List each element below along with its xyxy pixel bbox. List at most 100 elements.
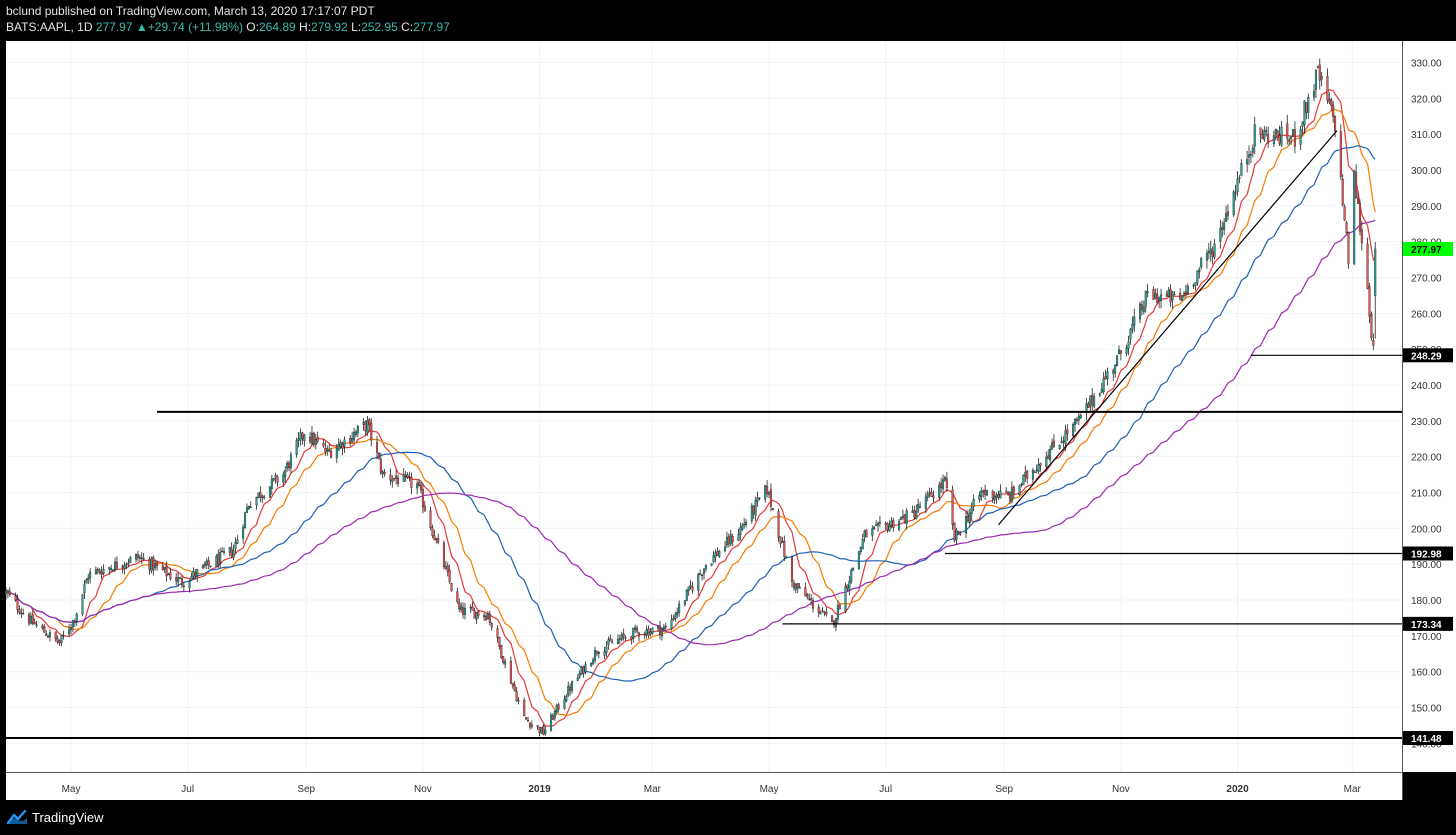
- candle-body: [201, 565, 204, 569]
- candle-body: [678, 603, 681, 613]
- candle-body: [1052, 440, 1055, 448]
- candle-body: [433, 535, 436, 541]
- candle-body: [299, 432, 302, 441]
- candle-body: [402, 474, 405, 482]
- candle-body: [1345, 222, 1348, 234]
- price-level-badge: [1403, 546, 1453, 561]
- candle-body: [1142, 307, 1145, 312]
- candle-body: [1133, 316, 1136, 326]
- candle-body: [1221, 226, 1224, 230]
- candle-body: [423, 505, 426, 512]
- candle-body: [381, 471, 384, 475]
- candle-body: [1024, 472, 1027, 477]
- candle-body: [249, 506, 252, 508]
- candle-body: [16, 599, 19, 610]
- candle-body: [54, 631, 57, 640]
- candle-body: [540, 727, 543, 734]
- candle-body: [47, 636, 50, 638]
- x-tick-label: 2019: [528, 784, 551, 795]
- candle-body: [1225, 213, 1228, 222]
- candle-body: [972, 499, 975, 507]
- candle-body: [1112, 370, 1115, 374]
- open-value: 264.89: [258, 20, 296, 34]
- price-axis[interactable]: [1403, 41, 1456, 772]
- plot-area[interactable]: [6, 41, 1402, 772]
- x-tick-label: Jul: [181, 784, 194, 795]
- candle-body: [915, 510, 918, 519]
- candle-body: [1116, 355, 1119, 367]
- candle-body: [129, 557, 132, 563]
- candle-body: [418, 482, 421, 486]
- candle-body: [45, 633, 48, 636]
- candle-body: [1051, 442, 1054, 450]
- candle-body: [530, 724, 533, 727]
- candle-body: [83, 584, 86, 594]
- candle-body: [1154, 293, 1157, 299]
- candle-body: [73, 621, 76, 623]
- candle-body: [890, 520, 893, 526]
- drawn-lines[interactable]: [6, 130, 1402, 740]
- candle-body: [542, 725, 545, 735]
- price-chart[interactable]: 140.00150.00160.00170.00180.00190.00200.…: [0, 40, 1456, 800]
- candle-body: [838, 604, 841, 610]
- candle-body: [766, 486, 769, 494]
- tradingview-logo-icon[interactable]: [6, 809, 28, 825]
- candle-body: [1079, 415, 1082, 419]
- y-tick-label: 300.00: [1411, 166, 1442, 177]
- candle-body: [919, 506, 922, 508]
- candle-body: [968, 512, 971, 524]
- candle-body: [1303, 100, 1306, 125]
- candle-body: [689, 585, 692, 588]
- candle-body: [831, 615, 834, 623]
- candle-body: [270, 478, 273, 489]
- y-tick-label: 160.00: [1411, 668, 1442, 679]
- candle-body: [6, 590, 9, 594]
- candle-body: [70, 627, 73, 630]
- candle-body: [1238, 177, 1241, 179]
- candle-body: [953, 522, 956, 541]
- candle-body: [986, 490, 989, 496]
- time-axis[interactable]: [6, 773, 1402, 800]
- candle-body: [1010, 487, 1013, 502]
- candle-body: [167, 573, 170, 576]
- candle-body: [1018, 485, 1021, 496]
- candle-body: [502, 656, 505, 663]
- candle-body: [991, 491, 994, 499]
- candle-body: [859, 547, 862, 552]
- candle-body: [1328, 99, 1331, 103]
- candle-body: [1339, 131, 1342, 177]
- candle-body: [142, 558, 145, 560]
- publisher-line: bclund published on TradingView.com, Mar…: [6, 4, 375, 18]
- candle-body: [1334, 115, 1337, 132]
- candle-body: [463, 607, 466, 615]
- symbol-label[interactable]: BATS:AAPL, 1D: [6, 20, 93, 34]
- candle-body: [1343, 206, 1346, 221]
- candle-body: [41, 625, 44, 629]
- candle-body: [469, 607, 472, 609]
- x-axis-ticks: May Jul Sep Nov 2019 Mar May Jul Sep Nov 2020 Mar: [62, 784, 1362, 795]
- candle-body: [785, 557, 788, 559]
- candle-body: [232, 550, 235, 558]
- candle-body: [873, 526, 876, 530]
- candle-body: [1129, 329, 1132, 340]
- candle-body: [406, 474, 409, 478]
- candle-body: [71, 620, 74, 628]
- candle-body: [699, 573, 702, 575]
- y-tick-label: 330.00: [1411, 59, 1442, 70]
- candle-body: [255, 496, 258, 506]
- candle-body: [792, 582, 795, 589]
- candle-body: [620, 634, 623, 640]
- candle-body: [337, 444, 340, 451]
- candle-body: [1098, 393, 1101, 396]
- candle-body: [1272, 135, 1275, 145]
- candle-body: [500, 645, 503, 658]
- tradingview-brand[interactable]: TradingView: [32, 810, 104, 825]
- price-level-badge: [1403, 348, 1453, 363]
- y-tick-label: 240.00: [1411, 381, 1442, 392]
- candle-body: [1117, 349, 1120, 355]
- candle-body: [674, 614, 677, 619]
- candle-body: [739, 527, 742, 535]
- candle-body: [1087, 403, 1090, 408]
- candle-body: [557, 704, 560, 710]
- candle-body: [850, 570, 853, 582]
